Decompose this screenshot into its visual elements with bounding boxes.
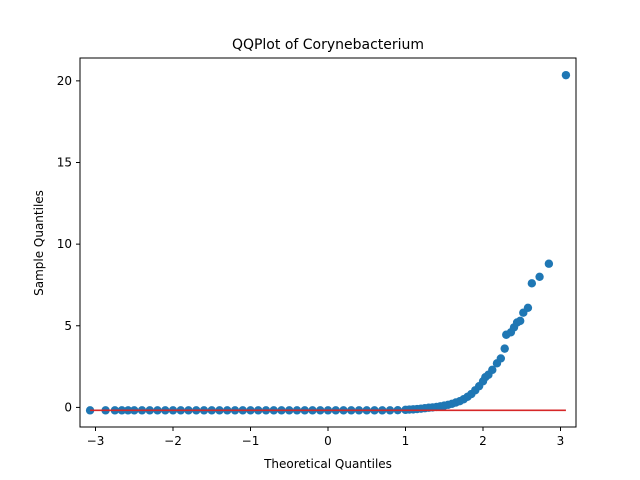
x-axis-ticks: −3 −2 −1 0 1 2 3 <box>87 427 565 448</box>
y-tick-label: 15 <box>57 155 72 169</box>
data-point-77 <box>561 70 571 80</box>
chart-title: QQPlot of Corynebacterium <box>232 37 424 53</box>
x-tick-label: 1 <box>402 434 410 448</box>
y-tick-label: 5 <box>64 319 72 333</box>
data-point-63 <box>488 365 497 375</box>
data-point-75 <box>535 272 544 281</box>
data-point-65 <box>496 354 506 363</box>
y-tick-label: 10 <box>57 237 72 251</box>
x-tick-label: −2 <box>164 434 182 448</box>
y-axis-ticks: 0 5 10 15 20 <box>57 74 80 414</box>
data-point-71 <box>516 316 525 326</box>
x-tick-label: −3 <box>87 434 105 448</box>
x-tick-label: 2 <box>479 434 487 448</box>
axes-frame <box>79 57 577 428</box>
data-point-73 <box>523 303 533 313</box>
data-point-74 <box>527 279 537 288</box>
plot-area <box>85 70 571 415</box>
x-tick-label: −1 <box>242 434 260 448</box>
data-point-76 <box>544 259 554 268</box>
y-tick-label: 0 <box>64 400 72 414</box>
x-axis-label: Theoretical Quantiles <box>263 457 392 471</box>
y-axis-label: Sample Quantiles <box>32 190 46 296</box>
x-tick-label: 0 <box>324 434 332 448</box>
y-tick-label: 20 <box>57 74 72 88</box>
data-point-66 <box>500 344 509 353</box>
x-tick-label: 3 <box>557 434 565 448</box>
